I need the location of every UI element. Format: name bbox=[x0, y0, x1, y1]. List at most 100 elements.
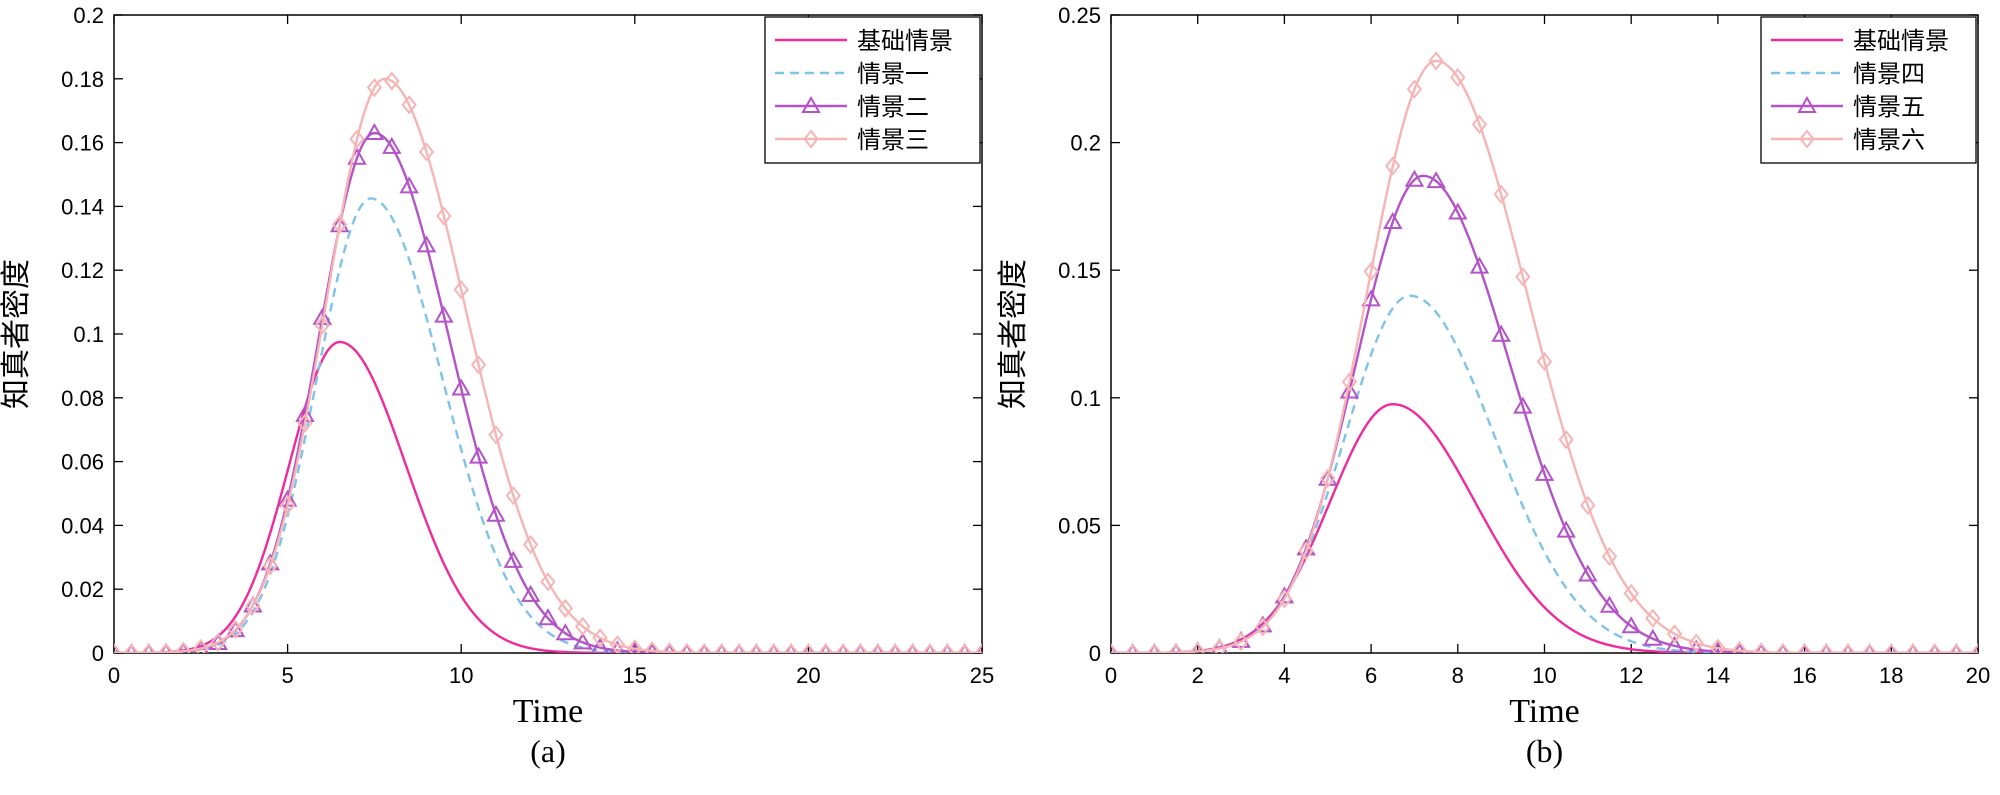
data-point bbox=[1385, 156, 1401, 176]
data-point bbox=[1428, 51, 1444, 71]
data-point bbox=[1731, 641, 1748, 653]
legend-marker bbox=[1797, 95, 1817, 113]
y-tick-label: 0.06 bbox=[61, 450, 104, 475]
data-point bbox=[591, 637, 609, 653]
data-point bbox=[210, 632, 226, 652]
data-point bbox=[1688, 639, 1704, 653]
x-tick-label: 25 bbox=[970, 663, 994, 688]
legend-item: 情景三 bbox=[775, 126, 929, 154]
data-point bbox=[314, 315, 331, 335]
data-point bbox=[1491, 324, 1511, 342]
data-point bbox=[366, 78, 383, 98]
y-tick-label: 0.05 bbox=[1058, 513, 1101, 538]
data-point bbox=[1840, 643, 1856, 653]
legend-label: 情景三 bbox=[857, 126, 929, 154]
data-point bbox=[1448, 202, 1468, 220]
data-point bbox=[505, 485, 521, 506]
y-tick-label: 0.1 bbox=[1070, 386, 1101, 411]
x-tick-label: 15 bbox=[623, 663, 647, 688]
legend-item: 情景二 bbox=[775, 93, 929, 121]
y-axis-label: 知真者密度 bbox=[996, 259, 1031, 409]
data-point bbox=[538, 608, 558, 626]
x-tick-label: 16 bbox=[1792, 663, 1816, 688]
data-point bbox=[1775, 642, 1791, 653]
data-point bbox=[1190, 641, 1206, 653]
data-point bbox=[731, 643, 747, 653]
data-point bbox=[1341, 372, 1358, 392]
data-point bbox=[520, 584, 541, 602]
data-point bbox=[1255, 617, 1271, 637]
data-point bbox=[1623, 583, 1639, 603]
data-point bbox=[243, 595, 263, 613]
data-point bbox=[1426, 171, 1446, 189]
data-point bbox=[1905, 643, 1921, 653]
data-point bbox=[1578, 564, 1598, 582]
legend-item: 情景五 bbox=[1771, 93, 1925, 121]
x-tick-label: 20 bbox=[1966, 663, 1990, 688]
data-point bbox=[262, 556, 278, 576]
data-point bbox=[1796, 643, 1813, 653]
data-point bbox=[696, 643, 712, 653]
data-point bbox=[783, 643, 799, 653]
panel-label: (b) bbox=[1526, 733, 1563, 769]
series-line bbox=[114, 197, 982, 653]
series-1 bbox=[114, 340, 982, 653]
x-tick-label: 0 bbox=[1105, 663, 1117, 688]
legend-label: 情景五 bbox=[1853, 93, 1925, 121]
data-point bbox=[331, 214, 348, 234]
panel-label: (a) bbox=[530, 733, 566, 769]
data-point bbox=[904, 643, 921, 653]
data-point bbox=[399, 176, 419, 194]
data-point bbox=[1168, 642, 1184, 653]
data-point bbox=[1970, 643, 1978, 653]
x-axis-label: Time bbox=[1509, 693, 1580, 730]
legend-item: 情景六 bbox=[1771, 126, 1925, 154]
x-tick-label: 12 bbox=[1619, 663, 1643, 688]
data-point bbox=[434, 305, 454, 323]
y-tick-label: 0.2 bbox=[1070, 131, 1101, 156]
data-point bbox=[1450, 67, 1466, 88]
data-point bbox=[488, 425, 504, 445]
series-2 bbox=[114, 197, 982, 653]
data-point bbox=[193, 638, 209, 653]
series-group bbox=[114, 71, 982, 653]
data-point bbox=[1818, 643, 1834, 653]
series-4 bbox=[1111, 51, 1978, 653]
data-point bbox=[1643, 628, 1663, 646]
legend-label: 基础情景 bbox=[857, 27, 953, 55]
data-point bbox=[1948, 643, 1965, 653]
y-tick-label: 0.02 bbox=[61, 577, 104, 602]
data-point bbox=[575, 616, 591, 636]
data-point bbox=[364, 123, 385, 141]
data-point bbox=[279, 495, 296, 515]
data-point bbox=[572, 632, 593, 650]
data-point bbox=[679, 642, 695, 653]
y-tick-label: 0.2 bbox=[73, 3, 104, 28]
data-point bbox=[1688, 633, 1704, 653]
data-point bbox=[1710, 638, 1726, 653]
legend-marker bbox=[801, 95, 821, 113]
x-tick-label: 14 bbox=[1706, 663, 1730, 688]
data-point bbox=[835, 643, 851, 653]
data-point bbox=[1556, 520, 1576, 538]
data-point bbox=[1363, 261, 1379, 282]
legend-label: 情景四 bbox=[1853, 60, 1925, 88]
data-point bbox=[1666, 624, 1683, 644]
legend-marker bbox=[803, 129, 819, 149]
data-point bbox=[1493, 184, 1509, 204]
data-point bbox=[609, 635, 626, 653]
data-point bbox=[1211, 638, 1228, 653]
data-point bbox=[956, 643, 973, 653]
x-tick-label: 5 bbox=[281, 663, 293, 688]
data-point bbox=[1233, 632, 1249, 652]
data-point bbox=[1513, 396, 1533, 414]
legend-label: 情景六 bbox=[1853, 126, 1925, 154]
y-tick-label: 0.12 bbox=[61, 258, 104, 283]
data-point bbox=[158, 642, 174, 653]
data-point bbox=[1406, 79, 1423, 99]
data-point bbox=[540, 572, 556, 592]
data-point bbox=[1883, 643, 1899, 653]
series-line bbox=[114, 77, 982, 653]
y-tick-label: 0.08 bbox=[61, 386, 104, 411]
